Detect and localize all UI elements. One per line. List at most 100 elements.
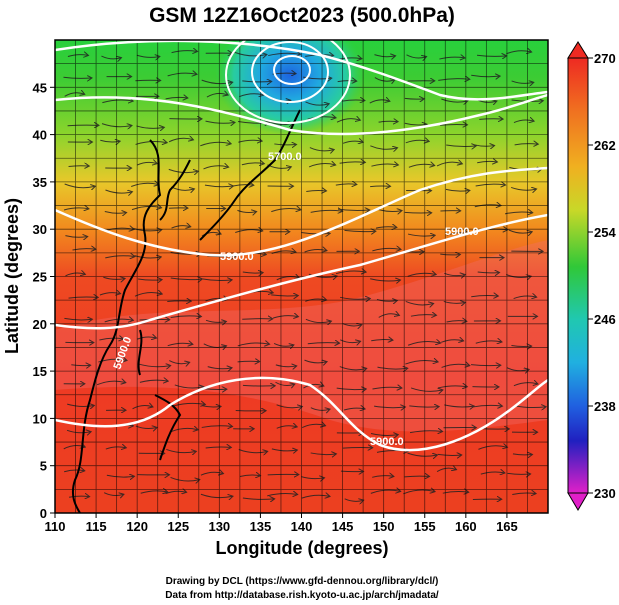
streamline: [405, 140, 428, 143]
streamline: [304, 250, 326, 253]
streamline: [268, 53, 299, 55]
streamline: [170, 428, 197, 433]
streamline: [72, 249, 94, 250]
streamline: [344, 230, 374, 231]
y-tick-label: 40: [33, 128, 47, 143]
streamline: [167, 301, 190, 302]
streamline: [337, 81, 356, 82]
streamline: [410, 315, 436, 317]
streamline: [67, 125, 98, 126]
streamline: [239, 94, 263, 97]
streamline: [267, 474, 298, 475]
streamline: [134, 256, 160, 258]
streamline: [342, 141, 362, 143]
streamline: [374, 406, 404, 408]
streamline: [64, 93, 84, 97]
streamline: [370, 186, 389, 187]
streamline: [304, 360, 326, 363]
streamline: [136, 55, 159, 57]
colorbar-top-arrow: [567, 41, 589, 59]
figure-title: GSM 12Z16Oct2023 (500.0hPa): [149, 4, 455, 27]
contour-label: 5700.0: [268, 151, 302, 163]
x-tick-label: 120: [126, 519, 148, 534]
streamline: [305, 299, 325, 301]
x-tick-label: 155: [414, 519, 436, 534]
streamline: [106, 475, 134, 477]
streamline: [408, 164, 434, 167]
streamline: [437, 386, 466, 388]
contour-label: 5900.0: [370, 436, 404, 448]
x-tick-label: 165: [496, 519, 518, 534]
streamline: [99, 338, 122, 340]
streamline: [436, 468, 456, 472]
streamline: [140, 491, 167, 493]
streamline: [201, 406, 220, 407]
streamline: [171, 51, 197, 53]
streamline: [201, 79, 232, 84]
streamline: [65, 236, 86, 238]
streamline: [436, 162, 461, 167]
streamline: [136, 162, 156, 165]
streamline: [166, 449, 195, 452]
streamline: [174, 385, 203, 388]
streamline: [275, 381, 293, 385]
streamline: [438, 79, 469, 81]
streamline: [303, 77, 331, 79]
y-tick-label: 0: [40, 506, 47, 521]
streamline: [511, 346, 530, 347]
streamline: [446, 321, 466, 322]
streamline: [510, 187, 535, 190]
streamline: [68, 166, 89, 167]
streamline: [238, 450, 267, 453]
streamline: [137, 337, 155, 339]
streamline: [99, 293, 120, 295]
streamline: [405, 360, 437, 365]
streamline: [307, 343, 339, 344]
streamline: [169, 360, 188, 364]
streamline: [440, 254, 459, 255]
y-tick-label: 20: [33, 317, 47, 332]
x-tick-label: 115: [86, 519, 107, 534]
streamline: [404, 476, 429, 477]
streamline: [237, 343, 269, 346]
credit-drawing: Drawing by DCL (https://www.gfd-dennou.o…: [166, 576, 439, 587]
streamline: [239, 475, 260, 476]
streamline: [506, 51, 530, 54]
streamline: [241, 163, 263, 165]
streamline: [267, 494, 296, 496]
y-tick-label: 15: [33, 364, 47, 379]
streamline: [242, 385, 274, 386]
streamline: [67, 404, 93, 406]
streamline: [405, 300, 433, 305]
streamline: [170, 477, 199, 481]
streamline: [100, 140, 119, 142]
streamline: [306, 190, 325, 191]
streamline: [273, 342, 293, 346]
y-tick-label: 35: [33, 175, 47, 190]
streamline: [344, 499, 363, 502]
streamline: [370, 490, 400, 494]
streamline: [200, 142, 230, 147]
streamline: [441, 99, 467, 102]
colorbar-label: 270: [594, 51, 616, 66]
streamline: [371, 340, 392, 341]
streamline: [171, 226, 190, 228]
streamline: [403, 490, 434, 495]
streamline: [404, 212, 431, 213]
colorbar-label: 246: [594, 312, 616, 327]
streamline: [132, 406, 152, 410]
streamline: [301, 424, 324, 428]
streamline: [378, 121, 397, 122]
streamline: [276, 405, 302, 408]
streamline: [479, 119, 502, 120]
streamline: [310, 210, 342, 212]
y-tick-label: 5: [40, 459, 47, 474]
contour-label: 5900.0: [445, 226, 479, 238]
streamline: [301, 233, 329, 234]
x-axis-label: Longitude (degrees): [215, 538, 388, 558]
contour-lines: [55, 40, 548, 452]
streamline: [477, 161, 496, 162]
streamline: [242, 498, 274, 499]
streamline: [301, 495, 329, 498]
